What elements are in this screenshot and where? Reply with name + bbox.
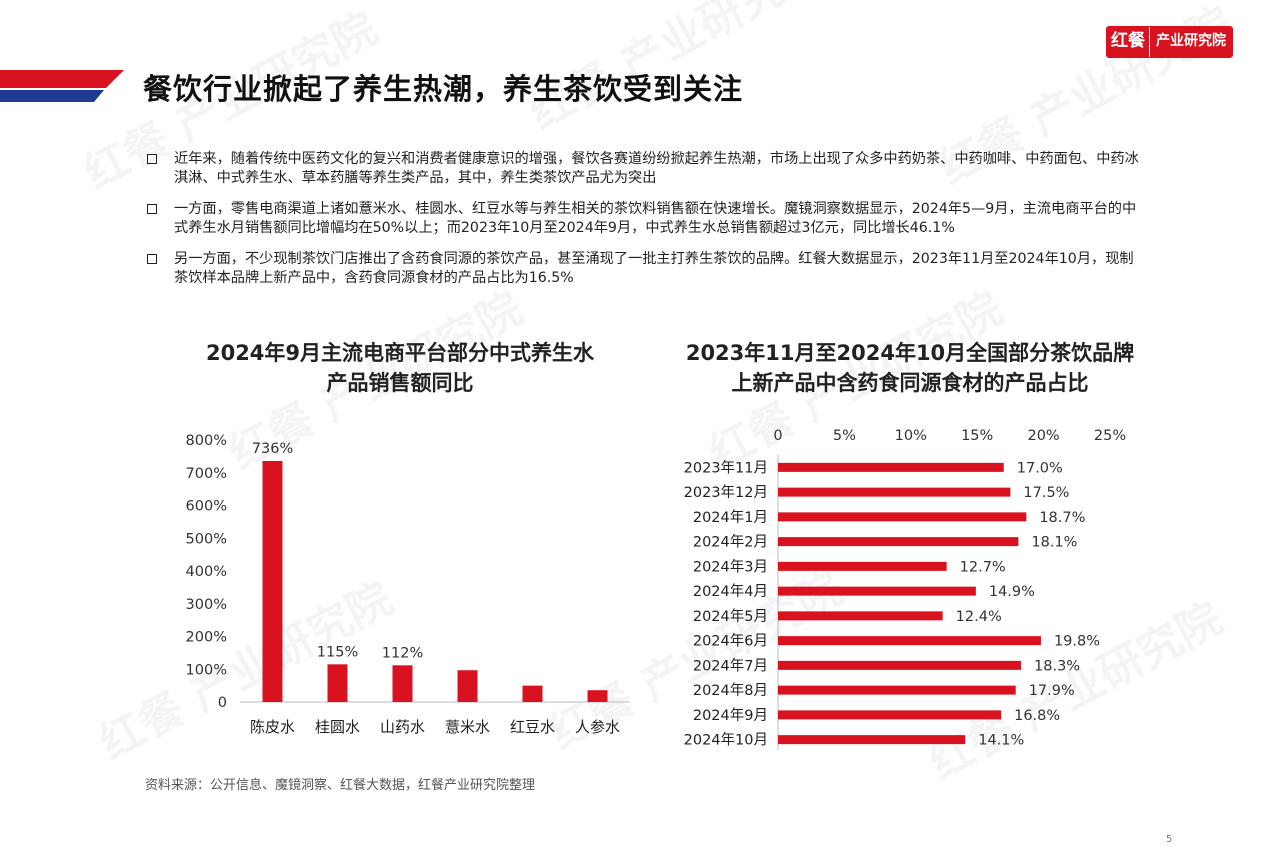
y-tick-label: 700% xyxy=(186,466,227,482)
data-label: 115% xyxy=(317,644,358,660)
x-tick-label: 山药水 xyxy=(380,718,425,736)
bar xyxy=(392,665,413,702)
bar xyxy=(778,487,1011,497)
bullet-item: 另一方面，不少现制茶饮门店推出了含药食同源的茶饮产品，甚至涌现了一批主打养生茶饮… xyxy=(145,250,1145,287)
x-tick-label: 25% xyxy=(1094,428,1126,444)
data-label: 12.4% xyxy=(956,609,1002,625)
bar xyxy=(522,685,543,702)
logo-mark: 红餐 xyxy=(1107,27,1149,57)
data-label: 112% xyxy=(382,645,423,661)
chart1-title: 2024年9月主流电商平台部分中式养生水 产品销售额同比 xyxy=(150,338,650,398)
chart1-vertical-bar: 800% 700% 600% 500% 400% 300% 200% 100% 0 陈皮水 736%… xyxy=(186,433,630,736)
y-tick-label: 2024年6月 xyxy=(693,633,768,650)
chart2-horizontal-bar: 0 5% 10% 15% 20% 25% 2023年11月 17.0% 2023年12月 17.5… xyxy=(684,428,1126,750)
x-tick-label: 15% xyxy=(961,428,993,444)
data-label: 12.7% xyxy=(960,559,1006,575)
bullet-square-icon xyxy=(147,154,157,164)
x-tick-label: 20% xyxy=(1027,428,1059,444)
bullet-item: 近年来，随着传统中医药文化的复兴和消费者健康意识的增强，餐饮各赛道纷纷掀起养生热… xyxy=(145,150,1145,187)
x-tick-label: 0 xyxy=(773,428,782,444)
x-tick-label: 10% xyxy=(895,428,927,444)
y-tick-label: 2024年5月 xyxy=(693,608,768,625)
bar xyxy=(778,685,1016,695)
bar xyxy=(587,690,608,702)
data-label: 18.7% xyxy=(1039,510,1085,526)
bullet-list: 近年来，随着传统中医药文化的复兴和消费者健康意识的增强，餐饮各赛道纷纷掀起养生热… xyxy=(145,150,1145,300)
chart2-title-line1: 2023年11月至2024年10月全国部分茶饮品牌 xyxy=(685,341,1135,365)
y-tick-label: 600% xyxy=(186,499,227,515)
bar xyxy=(327,664,348,702)
y-tick-label: 100% xyxy=(186,662,227,678)
logo-text: 产业研究院 xyxy=(1149,27,1232,57)
y-tick-label: 400% xyxy=(186,564,227,580)
y-tick-label: 2024年1月 xyxy=(693,509,768,526)
y-tick-label: 2024年3月 xyxy=(693,558,768,575)
title-accent-bars xyxy=(0,70,124,102)
bar xyxy=(778,636,1041,646)
page-number: 5 xyxy=(1166,834,1173,845)
bullet-square-icon xyxy=(147,254,157,264)
chart2-title-line2: 上新产品中含药食同源食材的产品占比 xyxy=(731,371,1089,395)
y-tick-label: 500% xyxy=(186,531,227,547)
y-tick-label: 2023年11月 xyxy=(684,459,768,476)
bar xyxy=(778,561,947,571)
data-label: 14.9% xyxy=(989,584,1035,600)
y-tick-label: 2024年7月 xyxy=(693,657,768,674)
bar xyxy=(778,512,1027,522)
x-tick-label: 桂圆水 xyxy=(315,718,360,736)
bullet-text: 一方面，零售电商渠道上诸如薏米水、桂圆水、红豆水等与养生相关的茶饮料销售额在快速… xyxy=(174,201,1137,236)
data-label: 17.0% xyxy=(1017,460,1063,476)
data-label: 16.8% xyxy=(1014,708,1060,724)
bullet-text: 另一方面，不少现制茶饮门店推出了含药食同源的茶饮产品，甚至涌现了一批主打养生茶饮… xyxy=(174,251,1134,286)
x-tick-label: 人参水 xyxy=(575,718,620,736)
chart1-title-line1: 2024年9月主流电商平台部分中式养生水 xyxy=(205,341,595,365)
bullet-text: 近年来，随着传统中医药文化的复兴和消费者健康意识的增强，餐饮各赛道纷纷掀起养生热… xyxy=(174,151,1139,186)
x-tick-label: 红豆水 xyxy=(510,718,555,736)
chart1-title-line2: 产品销售额同比 xyxy=(326,371,474,395)
y-tick-label: 300% xyxy=(186,597,227,613)
y-tick-label: 2024年9月 xyxy=(693,707,768,724)
brand-logo: 红餐 产业研究院 xyxy=(1106,26,1233,58)
bar xyxy=(778,537,1019,547)
data-label: 18.3% xyxy=(1034,658,1080,674)
data-label: 736% xyxy=(252,441,293,457)
data-label: 19.8% xyxy=(1054,634,1100,650)
bar xyxy=(778,611,943,621)
x-tick-label: 陈皮水 xyxy=(250,718,295,736)
y-tick-label: 200% xyxy=(186,630,227,646)
y-tick-label: 2024年10月 xyxy=(684,732,768,749)
bullet-item: 一方面，零售电商渠道上诸如薏米水、桂圆水、红豆水等与养生相关的茶饮料销售额在快速… xyxy=(145,200,1145,237)
source-note: 资料来源：公开信息、魔镜洞察、红餐大数据，红餐产业研究院整理 xyxy=(145,778,536,793)
x-tick-label: 薏米水 xyxy=(445,718,490,736)
bar xyxy=(262,460,283,702)
y-tick-label: 2023年12月 xyxy=(684,484,768,501)
x-tick-label: 5% xyxy=(833,428,856,444)
y-tick-label: 2024年2月 xyxy=(693,534,768,551)
y-tick-label: 0 xyxy=(218,695,227,711)
data-label: 17.5% xyxy=(1023,485,1069,501)
y-tick-label: 800% xyxy=(186,433,227,449)
page-title: 餐饮行业掀起了养生热潮，养生茶饮受到关注 xyxy=(143,72,744,106)
y-tick-label: 2024年4月 xyxy=(693,583,768,600)
bar xyxy=(778,586,976,596)
chart2-title: 2023年11月至2024年10月全国部分茶饮品牌 上新产品中含药食同源食材的产… xyxy=(660,338,1160,398)
data-label: 14.1% xyxy=(978,733,1024,749)
bar xyxy=(778,660,1022,670)
bar xyxy=(778,735,966,745)
y-tick-label: 2024年8月 xyxy=(693,682,768,699)
bar xyxy=(457,670,478,702)
bullet-square-icon xyxy=(147,204,157,214)
bar xyxy=(778,462,1004,472)
data-label: 18.1% xyxy=(1031,535,1077,551)
data-label: 17.9% xyxy=(1029,683,1075,699)
bar xyxy=(778,710,1002,720)
